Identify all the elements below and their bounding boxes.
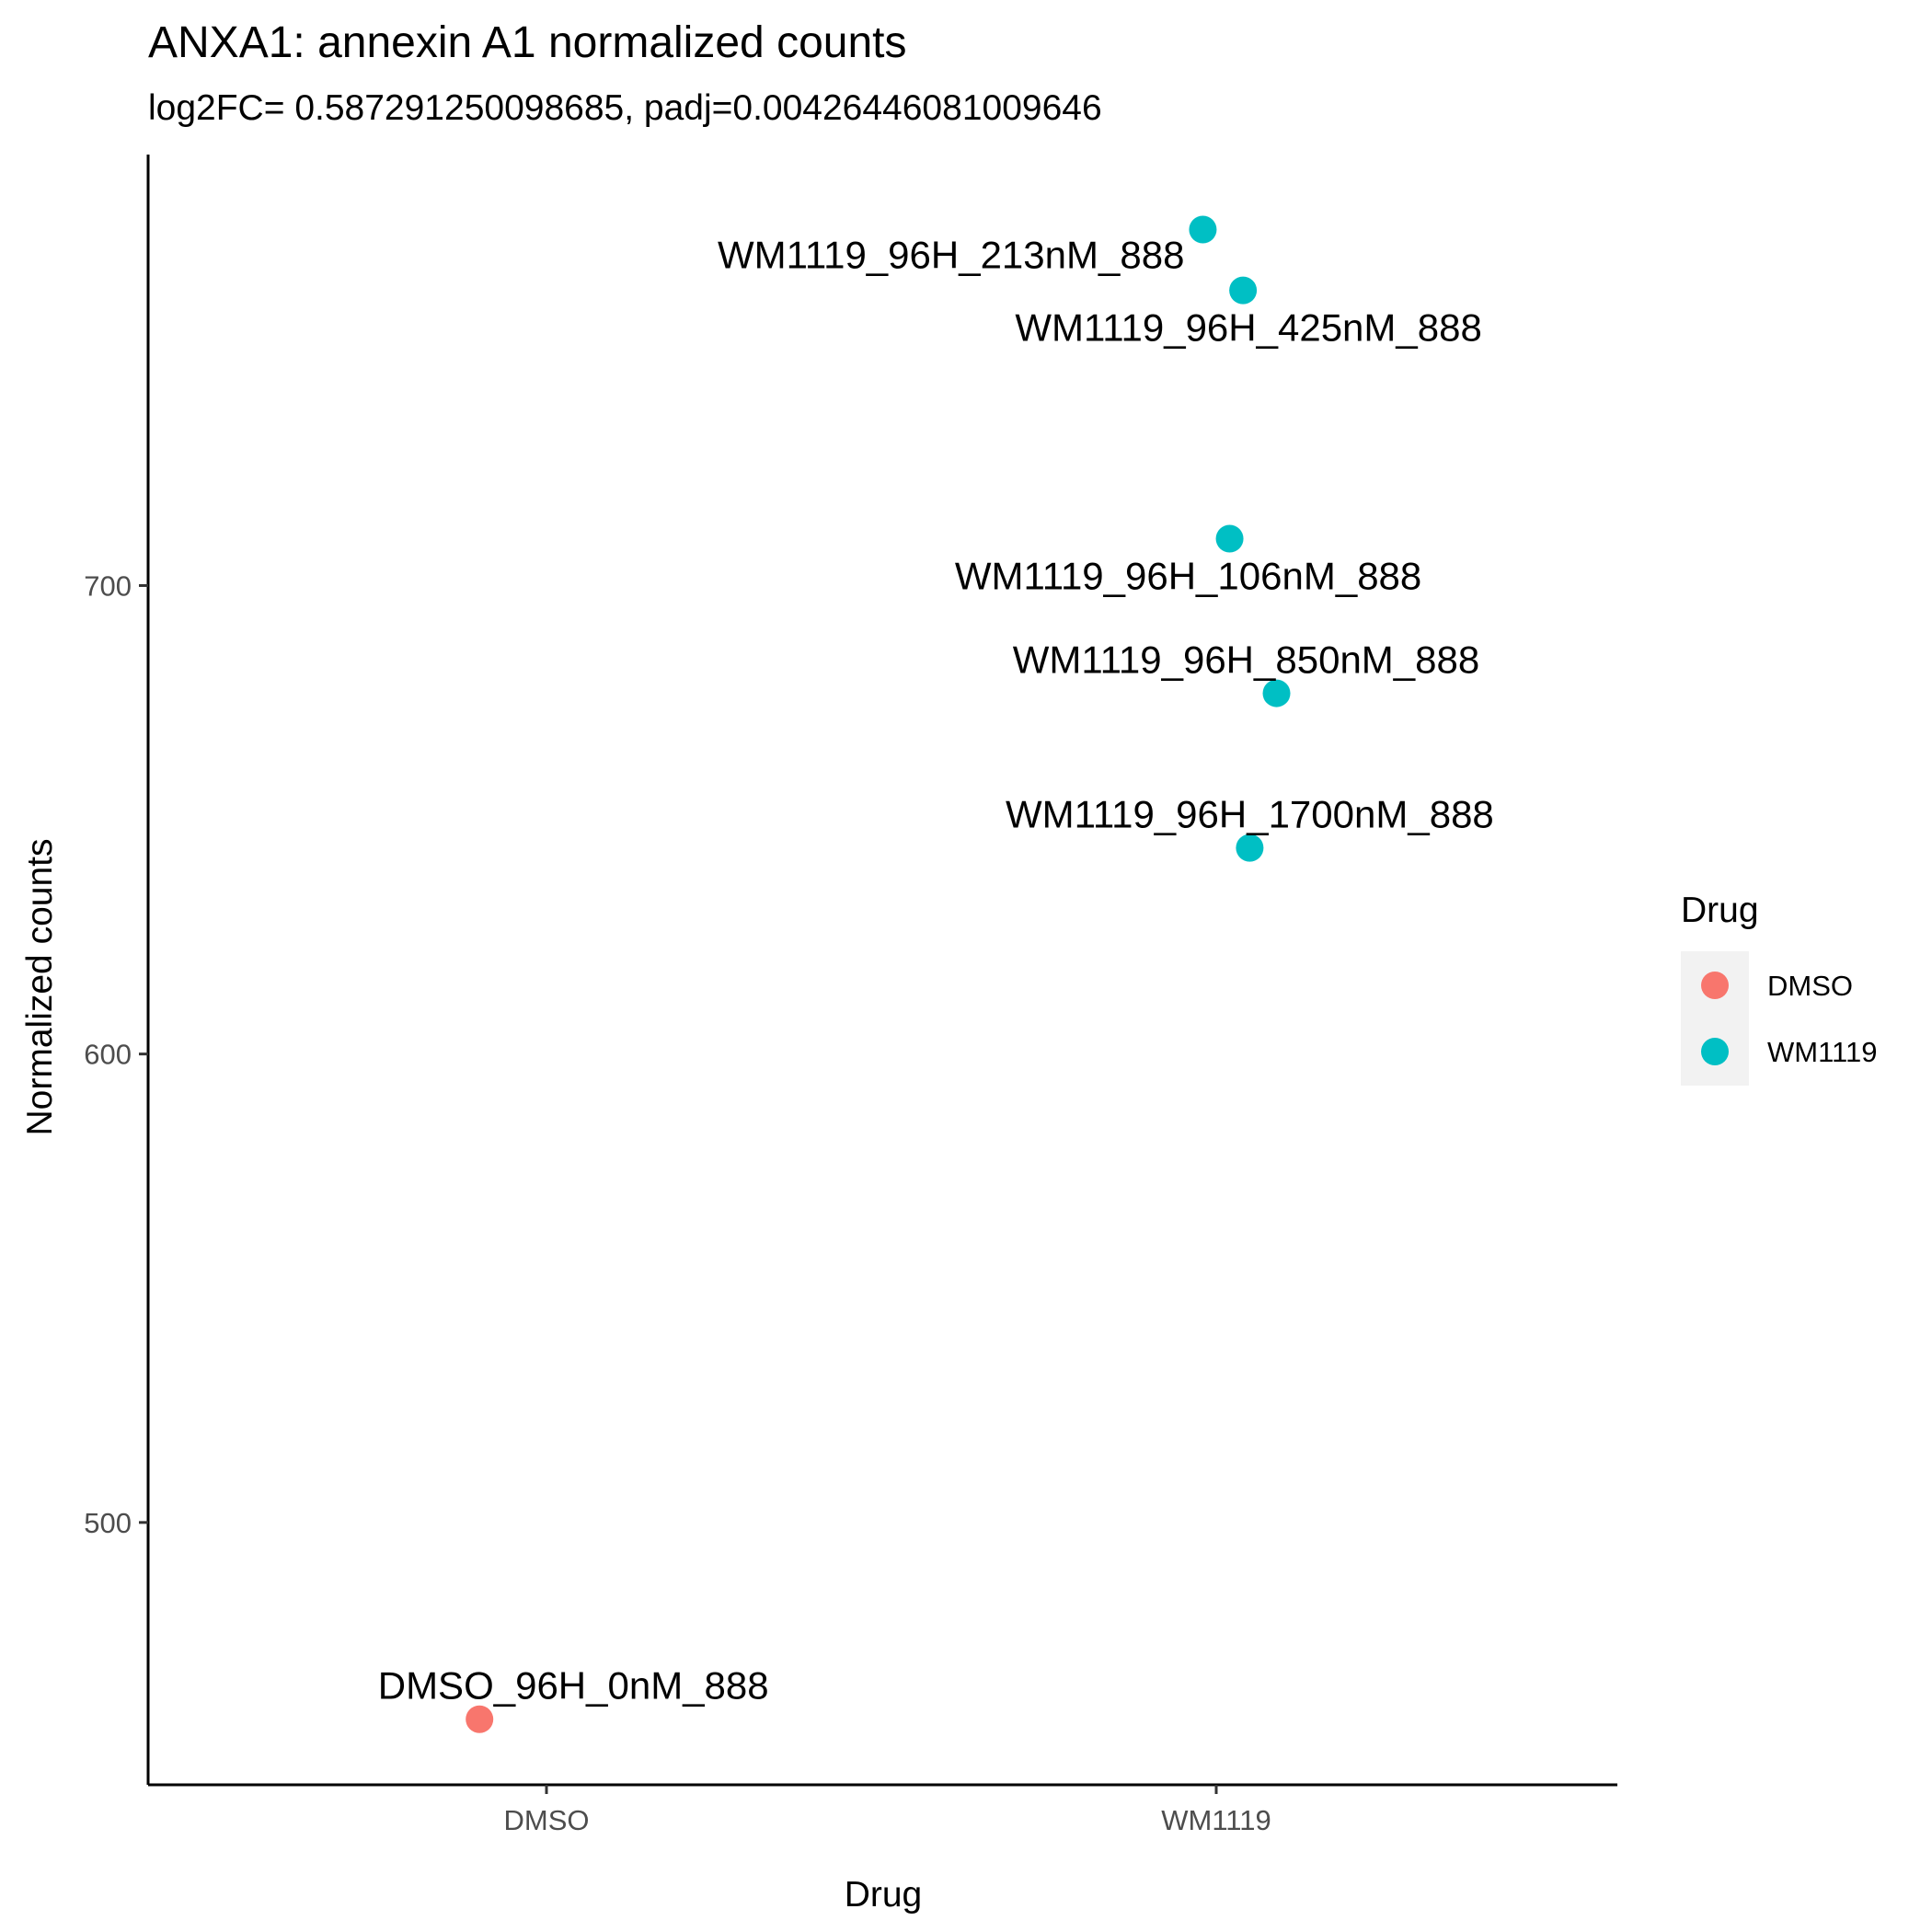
legend-entries: DMSO WM1119 [1701, 970, 1877, 1068]
legend-key [1701, 1038, 1729, 1065]
data-point [1229, 276, 1258, 305]
point-label: WM1119_96H_850nM_888 [1013, 638, 1479, 682]
legend-key [1701, 972, 1729, 999]
data-point [1215, 524, 1244, 553]
chart-title: ANXA1: annexin A1 normalized counts [148, 18, 906, 67]
data-point [466, 1705, 494, 1733]
axes: 500 600 700 DMSO WM1119 [84, 155, 1617, 1836]
legend-label: WM1119 [1767, 1036, 1877, 1068]
point-label: WM1119_96H_106nM_888 [955, 555, 1421, 598]
y-axis-title: Normalized counts [20, 839, 60, 1136]
point-label: WM1119_96H_213nM_888 [718, 233, 1184, 276]
x-axis-title: Drug [845, 1875, 923, 1915]
y-tick-label: 700 [84, 569, 132, 602]
legend-key-background [1681, 951, 1749, 1086]
point-labels: DMSO_96H_0nM_888 WM1119_96H_213nM_888 WM11… [378, 233, 1494, 1707]
x-tick-label: DMSO [504, 1804, 590, 1836]
data-point [1262, 679, 1291, 707]
data-point [1236, 834, 1264, 862]
data-point [1189, 215, 1217, 244]
legend-label: DMSO [1767, 970, 1853, 1002]
x-tick-label: WM1119 [1161, 1804, 1271, 1836]
point-label: WM1119_96H_1700nM_888 [1006, 793, 1494, 836]
legend-title: Drug [1681, 891, 1759, 930]
y-tick-label: 600 [84, 1039, 132, 1071]
data-points [466, 215, 1291, 1733]
point-label: WM1119_96H_425nM_888 [1015, 306, 1481, 350]
point-label: DMSO_96H_0nM_888 [378, 1664, 769, 1708]
y-tick-label: 500 [84, 1507, 132, 1539]
legend: Drug DMSO WM1119 [1681, 891, 1877, 1086]
chart-subtitle: log2FC= 0.587291250098685, padj=0.004264… [148, 88, 1102, 128]
